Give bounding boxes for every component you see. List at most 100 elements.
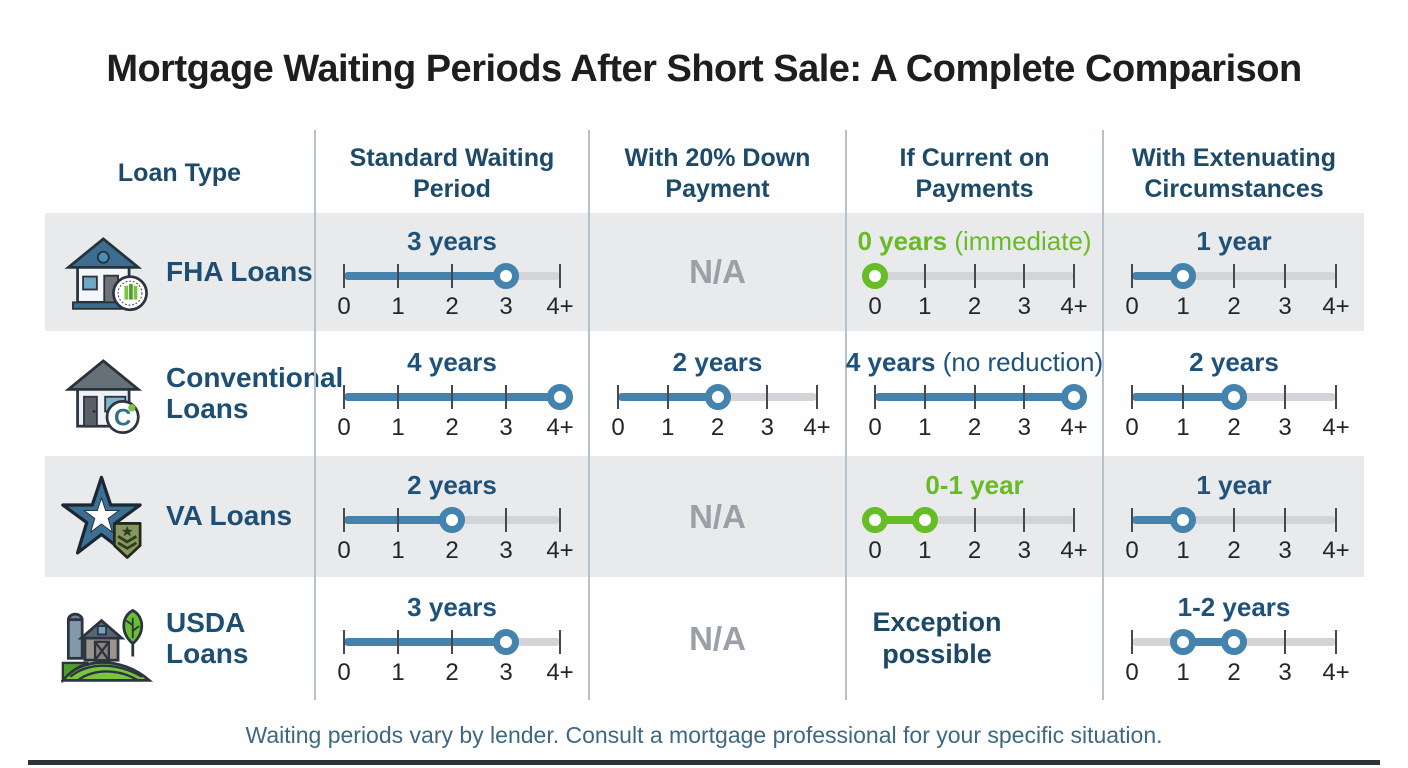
fha-house-seal-icon	[61, 227, 153, 317]
slider-tick	[397, 263, 399, 288]
slider-tick	[1335, 630, 1337, 654]
slider-scale-labels: 0 1 2 3 4+	[337, 537, 574, 564]
slider-value-label: 0 years (immediate)	[857, 225, 1092, 256]
slider-tick	[1023, 263, 1026, 288]
slider-tick	[559, 630, 561, 654]
conventional-house-icon: C	[61, 349, 153, 439]
slider-value-label: 4 years	[407, 347, 497, 377]
slider-knob	[1170, 262, 1196, 289]
slider-tick	[973, 508, 976, 532]
slider-knob	[1061, 384, 1087, 410]
slider-tick	[505, 508, 507, 532]
col-header-with-extenuating-circumstances: With Extenuating Circumstances	[1102, 130, 1364, 213]
usda-loan-label: USDA Loans	[166, 607, 249, 669]
conventional-standard-slider: 4 years 0 1 2 3 4+	[314, 331, 588, 456]
slider-value-label: 3 years	[407, 592, 497, 622]
slider-track	[343, 384, 573, 410]
col-header-standard-waiting-period: Standard Waiting Period	[314, 130, 588, 213]
slider-tick	[1023, 508, 1026, 532]
fha-loan-label: FHA Loans	[166, 255, 313, 287]
slider-tick	[617, 385, 619, 409]
fha-down20-na: N/A	[588, 213, 845, 331]
slider-knob	[439, 507, 465, 533]
slider-scale-labels: 0 1 2 3 4+	[1125, 292, 1350, 320]
slider-tick	[923, 263, 926, 288]
conventional-loan-label: Conventional Loans	[166, 362, 344, 424]
slider-tick	[559, 263, 561, 288]
slider-tick	[451, 630, 453, 654]
slider-tick	[874, 385, 876, 409]
slider-tick	[343, 385, 345, 409]
slider-scale-labels: 0 1 2 3 4+	[337, 414, 574, 441]
slider-value-label: 4 years (no reduction)	[845, 347, 1104, 377]
fha-standard-slider: 3 years 0 1 2 3 4+	[314, 213, 588, 331]
va-loan-label: VA Loans	[166, 500, 293, 532]
conventional-down20-slider: 2 years 0 1 2 3 4+	[588, 331, 845, 456]
slider-knob	[911, 507, 938, 533]
usda-farm-icon	[61, 594, 153, 684]
slider-tick	[1335, 263, 1337, 288]
va-loan-type-cell: VA Loans	[45, 456, 314, 577]
slider-tick	[1131, 263, 1133, 288]
slider-tick	[1284, 263, 1286, 288]
slider-knob	[862, 507, 888, 533]
disclaimer-note: Waiting periods vary by lender. Consult …	[245, 722, 1163, 748]
slider-track	[343, 629, 561, 655]
slider-track	[1131, 507, 1337, 533]
slider-tick	[1131, 385, 1133, 409]
slider-scale-labels: 0 1 2 3 4+	[1125, 414, 1350, 441]
slider-tick	[505, 385, 507, 409]
slider-tick	[1182, 385, 1184, 409]
slider-tick	[1233, 263, 1235, 288]
slider-scale-labels: 0 1 2 3 4+	[868, 414, 1088, 441]
col-header-if-current-on-payments: If Current on Payments	[845, 130, 1102, 213]
slider-knob	[1170, 629, 1196, 655]
slider-tick	[1073, 263, 1075, 288]
slider-value-label: 2 years	[672, 347, 763, 377]
slider-tick	[343, 263, 345, 288]
usda-current-exception-text: Exception possible	[845, 577, 1027, 700]
slider-scale-labels: 0 1 2 3 4+	[337, 659, 574, 686]
slider-knob	[1221, 629, 1247, 655]
slider-track	[617, 384, 818, 410]
slider-track	[1131, 384, 1337, 410]
slider-track	[343, 507, 561, 533]
fha-extenuating-slider: 1 year 0 1 2 3 4+	[1102, 213, 1364, 331]
slider-tick	[1131, 508, 1133, 532]
slider-fill	[875, 516, 925, 524]
slider-fill	[1132, 516, 1183, 524]
comparison-table: Loan Type Standard Waiting Period With 2…	[45, 130, 1364, 700]
slider-tick	[451, 385, 453, 409]
slider-tick	[923, 385, 926, 409]
va-extenuating-slider: 1 year 0 1 2 3 4+	[1102, 456, 1364, 577]
slider-tick	[1073, 508, 1075, 532]
col-header-loan-type: Loan Type	[117, 159, 242, 188]
slider-knob	[547, 384, 573, 410]
slider-tick	[397, 508, 399, 532]
slider-value-label: 1-2 years	[1177, 592, 1291, 622]
slider-tick	[1023, 385, 1026, 409]
slider-track	[1131, 629, 1337, 655]
slider-tick	[1233, 508, 1235, 532]
conventional-current-slider: 4 years (no reduction) 0 1 2 3 4+	[845, 331, 1104, 456]
slider-fill	[1132, 271, 1183, 280]
slider-scale-labels: 0 1 2 3 4+	[337, 292, 574, 320]
slider-scale-labels: 0 1 2 3 4+	[1125, 537, 1350, 564]
slider-knob	[862, 262, 888, 289]
slider-tick	[343, 630, 345, 654]
slider-fill	[344, 271, 506, 280]
conventional-extenuating-slider: 2 years 0 1 2 3 4+	[1102, 331, 1364, 456]
slider-track	[874, 384, 1087, 410]
slider-knob	[704, 384, 731, 410]
slider-tick	[343, 508, 345, 532]
slider-tick	[816, 385, 818, 409]
svg-text:C: C	[114, 404, 131, 431]
slider-tick	[397, 630, 399, 654]
slider-track	[862, 507, 1075, 533]
page-title: Mortgage Waiting Periods After Short Sal…	[106, 48, 1302, 90]
va-down20-na: N/A	[588, 456, 845, 577]
slider-knob	[493, 262, 519, 289]
slider-knob	[493, 629, 519, 655]
slider-tick	[1335, 385, 1337, 409]
